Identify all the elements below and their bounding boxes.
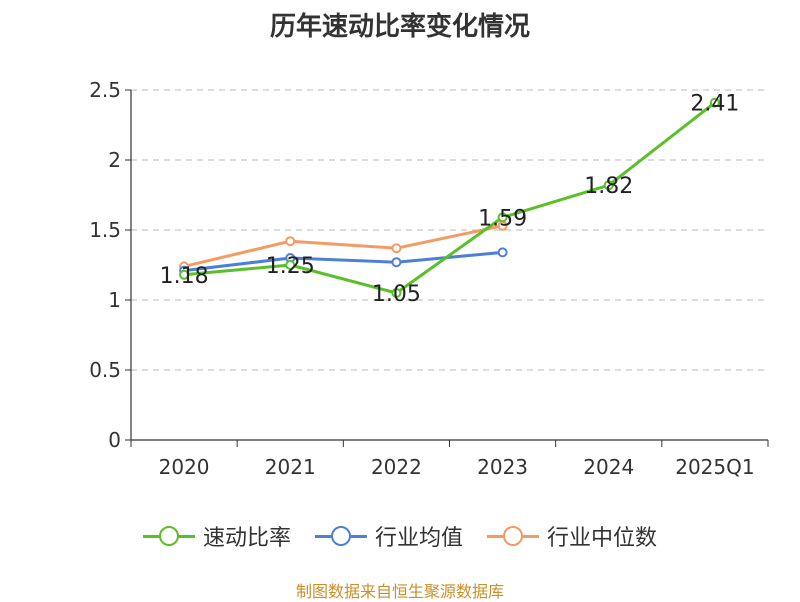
series-line-0 xyxy=(183,101,716,295)
y-tick-label: 1.5 xyxy=(89,218,121,242)
data-point-2 xyxy=(285,236,296,247)
legend-marker-quick-ratio xyxy=(142,526,195,546)
data-point-0 xyxy=(709,97,720,108)
y-tick-label: 0.5 xyxy=(89,358,121,382)
legend-marker-industry-mean xyxy=(314,526,367,546)
legend-label-industry-mean: 行业均值 xyxy=(374,526,463,551)
data-point-0 xyxy=(603,180,614,191)
legend-label-industry-median: 行业中位数 xyxy=(547,526,658,551)
legend-item-industry-median[interactable]: 行业中位数 xyxy=(487,520,657,552)
legend-item-industry-mean[interactable]: 行业均值 xyxy=(314,520,463,552)
data-label: 2.41 xyxy=(690,92,739,117)
data-label: 1.05 xyxy=(372,282,421,307)
series-line-1 xyxy=(183,250,503,273)
y-tick-label: 2.5 xyxy=(89,78,121,102)
data-point-2 xyxy=(391,243,402,254)
y-tick-label: 1 xyxy=(108,288,121,312)
legend-label-quick-ratio: 速动比率 xyxy=(202,526,291,551)
data-label: 1.18 xyxy=(160,264,209,289)
legend: 速动比率 行业均值 行业中位数 xyxy=(0,520,800,552)
source-note: 制图数据来自恒生聚源数据库 xyxy=(295,582,504,601)
x-tick-label: 2023 xyxy=(477,455,528,479)
data-point-0 xyxy=(179,269,190,280)
x-tick-label: 2025Q1 xyxy=(675,455,754,479)
data-label: 1.59 xyxy=(478,206,527,231)
data-point-1 xyxy=(497,247,508,258)
data-point-0 xyxy=(497,212,508,223)
x-tick-label: 2021 xyxy=(265,455,316,479)
y-tick-label: 0 xyxy=(108,428,121,452)
y-tick-label: 2 xyxy=(108,148,121,172)
data-label: 1.82 xyxy=(584,174,633,199)
data-point-1 xyxy=(391,257,402,268)
chart-title: 历年速动比率变化情况 xyxy=(269,12,530,42)
data-point-0 xyxy=(285,260,296,270)
x-tick-label: 2022 xyxy=(371,455,422,479)
legend-item-quick-ratio[interactable]: 速动比率 xyxy=(142,520,291,552)
data-label: 1.25 xyxy=(266,254,315,279)
data-point-0 xyxy=(391,288,402,298)
legend-marker-industry-median xyxy=(487,526,539,546)
series-line-2 xyxy=(183,224,503,268)
x-tick-label: 2020 xyxy=(159,455,210,479)
x-tick-label: 2024 xyxy=(583,455,634,479)
